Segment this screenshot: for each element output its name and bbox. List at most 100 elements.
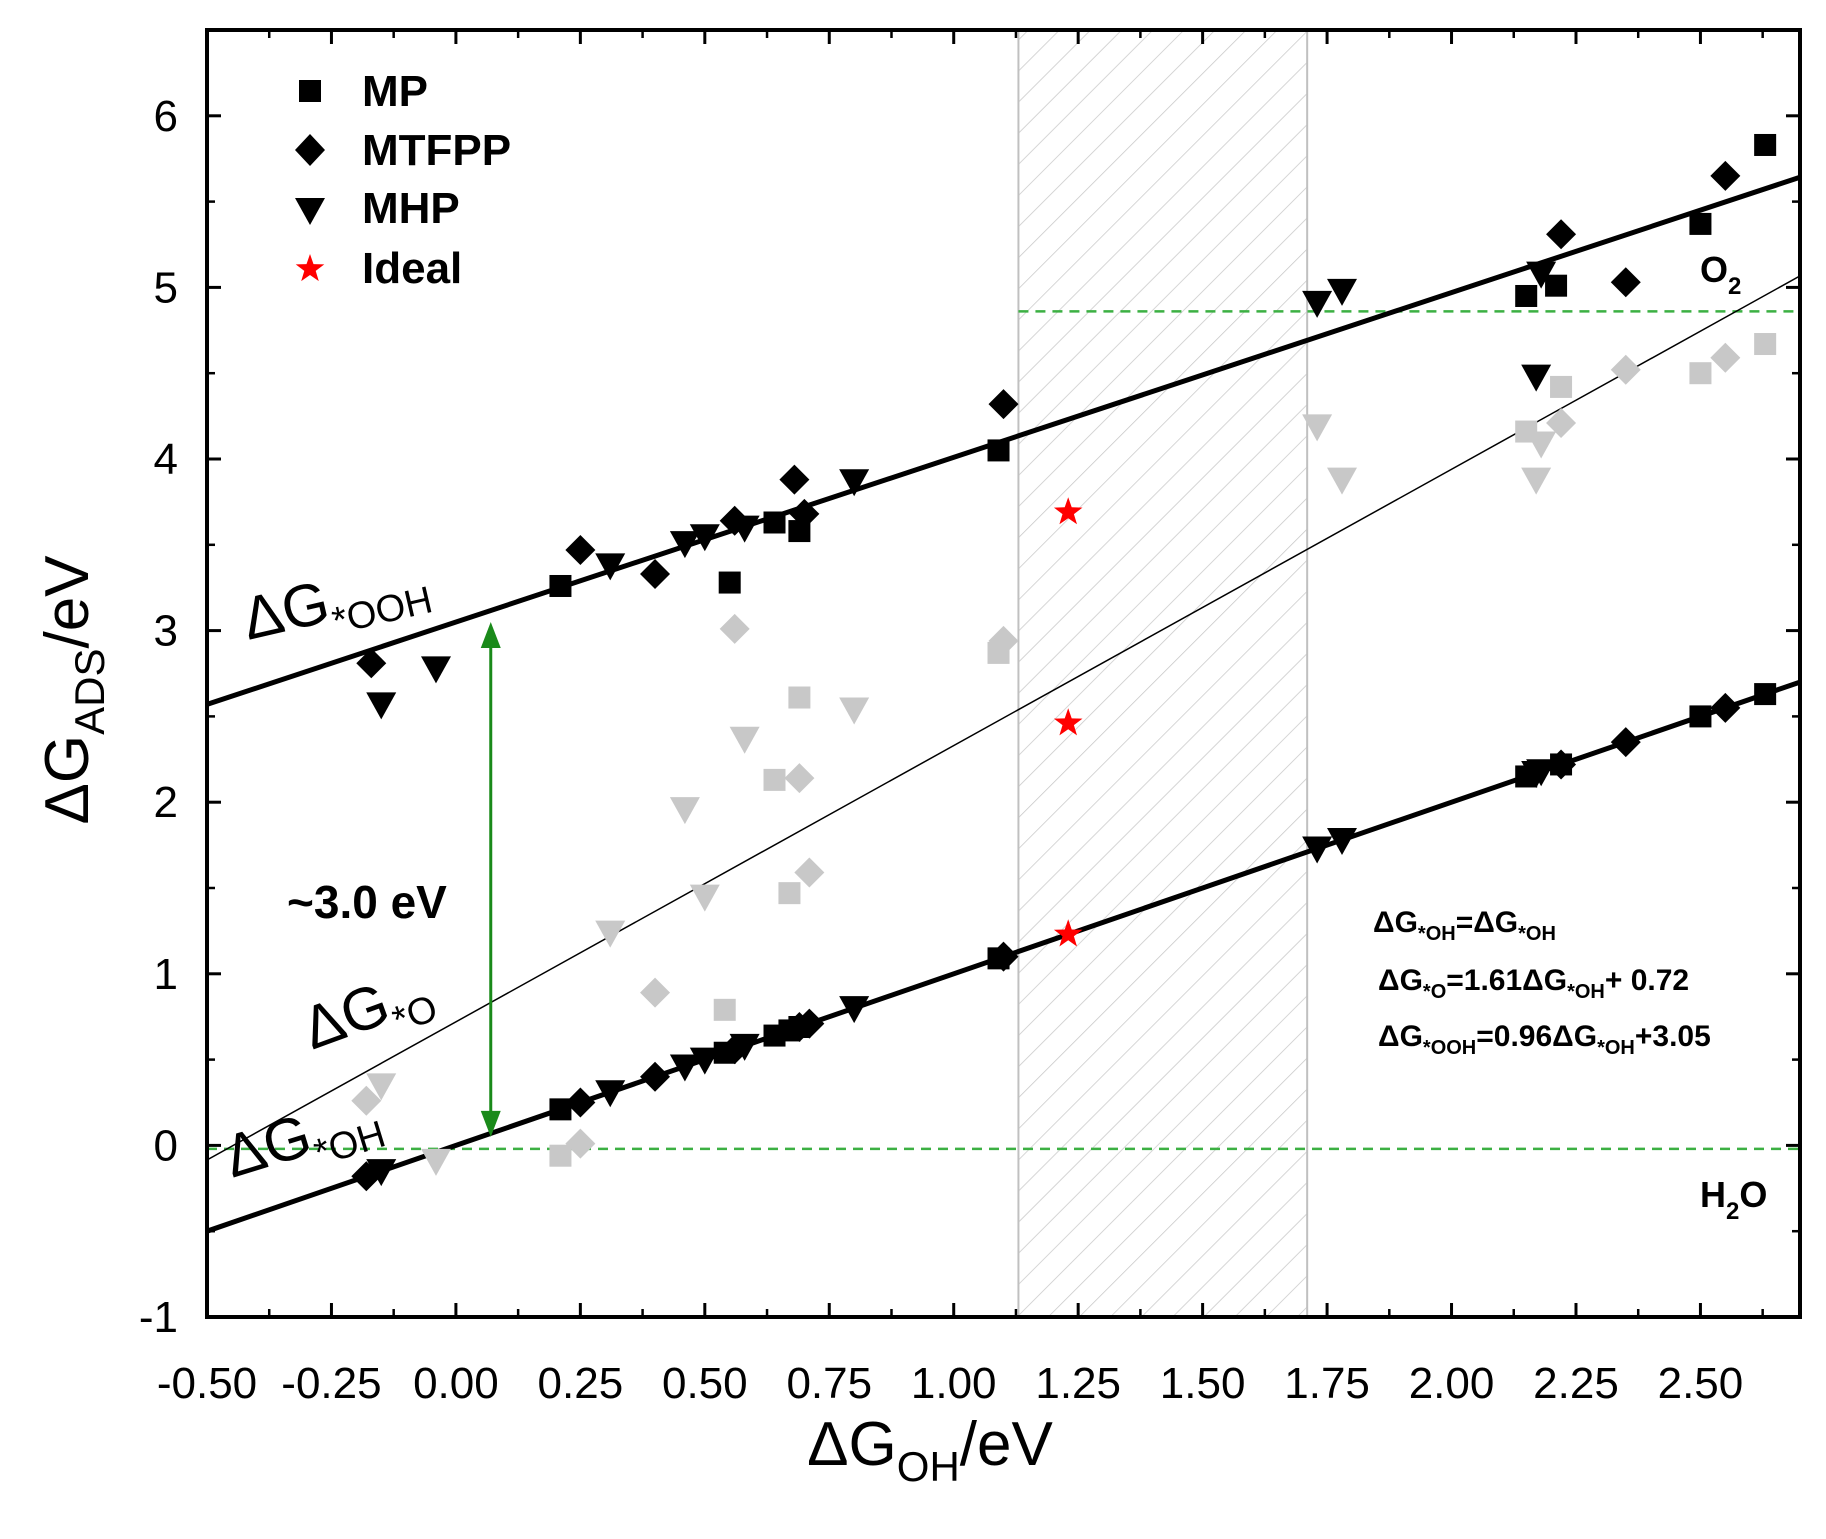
equations: ΔG*OH=ΔG*OH ΔG*O=1.61ΔG*OH+ 0.72 ΔG*OOH=… bbox=[1373, 906, 1711, 1059]
x-tick-label-9: 1.75 bbox=[1284, 1359, 1370, 1408]
legend-marker-mp bbox=[299, 80, 321, 102]
point-mhp-o-2 bbox=[595, 920, 626, 948]
x-tick-label-10: 2.00 bbox=[1409, 1359, 1495, 1408]
point-ideal-1 bbox=[1053, 708, 1083, 736]
x-tick-label-1: -0.25 bbox=[281, 1359, 381, 1408]
y-tick-label-4: 3 bbox=[154, 607, 178, 656]
point-mhp-o-8 bbox=[1327, 467, 1358, 495]
point-mp-ooh-5 bbox=[1515, 284, 1538, 307]
equation-o: ΔG*O=1.61ΔG*OH+ 0.72 bbox=[1378, 964, 1689, 1003]
point-mp-oh-0 bbox=[549, 1098, 572, 1121]
point-mtfpp-ooh-1 bbox=[565, 534, 596, 565]
point-mhp-o-6 bbox=[839, 697, 870, 725]
point-mtfpp-o-7 bbox=[1546, 407, 1577, 438]
point-mtfpp-oh-6 bbox=[988, 941, 1019, 972]
y-tick-label-3: 2 bbox=[154, 778, 178, 827]
point-mhp-oh-3 bbox=[689, 1047, 720, 1075]
point-mtfpp-o-8 bbox=[1610, 354, 1641, 385]
point-mp-o-9 bbox=[1754, 333, 1777, 356]
point-mhp-oh-7 bbox=[1327, 827, 1358, 855]
x-axis-title: ΔGOH/eV bbox=[807, 1410, 1053, 1490]
point-mhp-ooh-9 bbox=[1521, 364, 1552, 392]
point-mtfpp-oh-8 bbox=[1610, 727, 1641, 758]
point-mtfpp-oh-5 bbox=[794, 1008, 825, 1039]
point-mtfpp-oh-2 bbox=[640, 1061, 671, 1092]
point-mtfpp-ooh-9 bbox=[1710, 160, 1741, 191]
legend-marker-mtfpp bbox=[295, 134, 325, 166]
point-mtfpp-o-2 bbox=[640, 977, 671, 1008]
legend-marker-ideal bbox=[295, 254, 325, 282]
point-mp-ooh-2 bbox=[763, 511, 786, 534]
point-mtfpp-o-6 bbox=[988, 625, 1019, 656]
x-tick-label-2: 0.00 bbox=[413, 1359, 499, 1408]
point-mtfpp-ooh-4 bbox=[779, 464, 810, 495]
point-mhp-oh-6 bbox=[1302, 836, 1333, 864]
point-mp-o-8 bbox=[1689, 362, 1712, 385]
point-mtfpp-ooh-2 bbox=[640, 558, 671, 589]
point-mtfpp-o-0 bbox=[351, 1085, 382, 1116]
point-mp-ooh-4 bbox=[987, 439, 1010, 462]
point-mp-o-2 bbox=[763, 768, 786, 791]
h2o-label: H2O bbox=[1700, 1174, 1767, 1225]
point-mhp-ooh-6 bbox=[839, 469, 870, 497]
point-mp-ooh-0 bbox=[549, 574, 572, 597]
x-tick-label-4: 0.50 bbox=[662, 1359, 748, 1408]
x-tick-label-0: -0.50 bbox=[157, 1359, 257, 1408]
x-axis: -0.50 -0.25 0.00 0.25 0.50 0.75 1.00 1.25 1.50 1.… bbox=[157, 30, 1764, 1408]
point-mtfpp-ooh-5 bbox=[789, 498, 820, 529]
x-tick-label-7: 1.25 bbox=[1035, 1359, 1121, 1408]
y-axis-title: ΔGADS/eV bbox=[33, 555, 113, 825]
point-mhp-oh-4 bbox=[729, 1033, 760, 1061]
x-tick-label-12: 2.50 bbox=[1658, 1359, 1744, 1408]
y-tick-label-1: 0 bbox=[154, 1121, 178, 1170]
point-mp-ooh-6 bbox=[1545, 274, 1568, 297]
point-mhp-oh-0 bbox=[366, 1159, 397, 1187]
equation-oh: ΔG*OH=ΔG*OH bbox=[1373, 906, 1556, 945]
point-mtfpp-oh-9 bbox=[1710, 692, 1741, 723]
point-mhp-ooh-3 bbox=[669, 531, 700, 559]
point-mhp-o-4 bbox=[689, 884, 720, 912]
reference-lines bbox=[207, 310, 1800, 1151]
point-mtfpp-o-9 bbox=[1710, 342, 1741, 373]
shaded-region bbox=[1017, 29, 1309, 1318]
point-mhp-o-5 bbox=[729, 726, 760, 754]
point-mhp-o-10 bbox=[1526, 431, 1557, 459]
point-mp-ooh-1 bbox=[718, 571, 741, 594]
point-mtfpp-oh-7 bbox=[1546, 749, 1577, 780]
point-mtfpp-o-3 bbox=[719, 613, 750, 644]
x-tick-label-11: 2.25 bbox=[1533, 1359, 1619, 1408]
point-mhp-ooh-5 bbox=[729, 515, 760, 543]
y-axis: -1 0 1 2 3 4 5 6 bbox=[139, 92, 1800, 1342]
data-markers bbox=[351, 133, 1777, 1192]
point-mp-o-3 bbox=[778, 882, 801, 905]
point-mp-o-1 bbox=[713, 998, 736, 1021]
point-ideal-2 bbox=[1053, 497, 1083, 525]
point-mhp-o-0 bbox=[366, 1073, 397, 1101]
point-mtfpp-oh-1 bbox=[565, 1087, 596, 1118]
point-mp-oh-8 bbox=[1689, 705, 1712, 728]
gap-label: ~3.0 eV bbox=[287, 876, 447, 928]
y-tick-label-7: 6 bbox=[154, 92, 178, 141]
fit-lines bbox=[207, 174, 1800, 1234]
point-mp-oh-9 bbox=[1754, 683, 1777, 706]
point-mhp-o-1 bbox=[420, 1148, 451, 1176]
point-mp-ooh-7 bbox=[1689, 212, 1712, 235]
legend-marker-mhp bbox=[295, 198, 325, 225]
point-mtfpp-o-4 bbox=[784, 763, 815, 794]
point-mtfpp-ooh-6 bbox=[988, 389, 1019, 420]
oh-line-label: ΔG*OH bbox=[216, 1080, 390, 1200]
point-mtfpp-ooh-7 bbox=[1546, 219, 1577, 250]
point-mhp-o-9 bbox=[1521, 467, 1552, 495]
point-mhp-ooh-7 bbox=[1302, 290, 1333, 318]
ooh-line-label: ΔG*OOH bbox=[236, 545, 437, 662]
point-mtfpp-o-1 bbox=[565, 1128, 596, 1159]
point-mhp-ooh-4 bbox=[689, 524, 720, 552]
point-mhp-oh-1 bbox=[595, 1080, 626, 1108]
x-tick-label-8: 1.50 bbox=[1160, 1359, 1246, 1408]
x-tick-label-5: 0.75 bbox=[786, 1359, 872, 1408]
point-mp-o-0 bbox=[549, 1144, 572, 1167]
point-mhp-ooh-1 bbox=[420, 656, 451, 684]
point-mp-ooh-8 bbox=[1754, 133, 1777, 156]
point-mhp-o-7 bbox=[1302, 414, 1333, 442]
